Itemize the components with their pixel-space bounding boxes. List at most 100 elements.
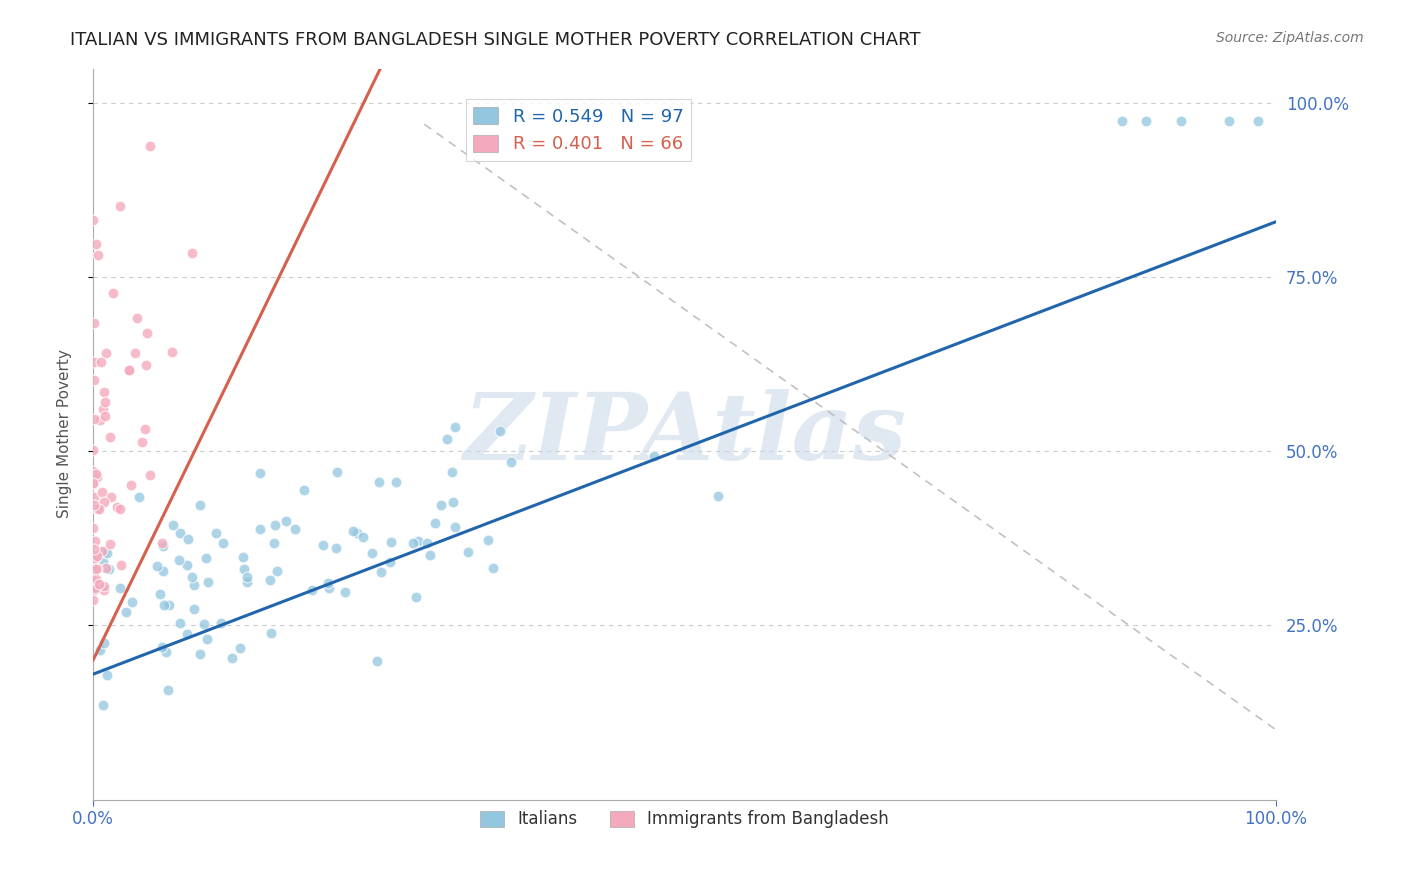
Point xyxy=(169,525,191,540)
Point xyxy=(318,575,340,590)
Point xyxy=(110,558,132,572)
Point xyxy=(160,344,183,359)
Point xyxy=(150,536,173,550)
Point xyxy=(325,541,347,555)
Point xyxy=(430,498,453,512)
Point xyxy=(108,581,131,595)
Point xyxy=(131,435,153,450)
Point xyxy=(89,413,111,427)
Point xyxy=(259,573,281,587)
Y-axis label: Single Mother Poverty: Single Mother Poverty xyxy=(58,350,72,518)
Point xyxy=(135,359,157,373)
Point xyxy=(156,682,179,697)
Point xyxy=(707,489,730,503)
Point xyxy=(177,532,200,546)
Point xyxy=(284,523,307,537)
Point xyxy=(233,562,256,576)
Point xyxy=(212,535,235,549)
Point xyxy=(84,533,107,548)
Point xyxy=(86,549,108,563)
Point xyxy=(87,577,110,591)
Point xyxy=(91,484,114,499)
Point xyxy=(134,422,156,436)
Point xyxy=(183,602,205,616)
Point xyxy=(83,355,105,369)
Point xyxy=(118,363,141,377)
Point xyxy=(128,490,150,504)
Point xyxy=(232,549,254,564)
Point xyxy=(82,477,104,491)
Point xyxy=(457,544,479,558)
Point xyxy=(197,574,219,589)
Point xyxy=(188,499,211,513)
Point xyxy=(416,536,439,550)
Point xyxy=(94,409,117,423)
Point xyxy=(86,248,108,262)
Point xyxy=(108,199,131,213)
Point xyxy=(82,475,104,490)
Point xyxy=(1247,113,1270,128)
Point xyxy=(419,548,441,562)
Point xyxy=(193,616,215,631)
Point xyxy=(444,420,467,434)
Point xyxy=(82,464,104,478)
Point xyxy=(366,654,388,668)
Point xyxy=(260,626,283,640)
Point xyxy=(301,582,323,597)
Point xyxy=(153,598,176,612)
Point xyxy=(82,213,104,227)
Point xyxy=(91,554,114,568)
Point xyxy=(98,430,121,444)
Point xyxy=(115,605,138,619)
Point xyxy=(149,587,172,601)
Point xyxy=(93,579,115,593)
Text: Source: ZipAtlas.com: Source: ZipAtlas.com xyxy=(1216,31,1364,45)
Point xyxy=(94,395,117,409)
Point xyxy=(152,539,174,553)
Point xyxy=(82,442,104,457)
Point xyxy=(188,647,211,661)
Point xyxy=(139,468,162,483)
Point xyxy=(135,326,157,340)
Point xyxy=(105,500,128,514)
Point xyxy=(335,584,357,599)
Point xyxy=(87,502,110,516)
Point xyxy=(121,478,143,492)
Point xyxy=(194,551,217,566)
Point xyxy=(1170,113,1192,128)
Point xyxy=(249,522,271,536)
Point xyxy=(93,545,115,559)
Point xyxy=(488,424,510,438)
Point xyxy=(96,546,118,560)
Point xyxy=(91,543,114,558)
Point xyxy=(86,560,108,574)
Point xyxy=(150,640,173,654)
Point xyxy=(346,525,368,540)
Point xyxy=(89,643,111,657)
Point xyxy=(91,698,114,712)
Point xyxy=(229,640,252,655)
Point xyxy=(263,536,285,550)
Point xyxy=(98,537,121,551)
Point xyxy=(221,651,243,665)
Point xyxy=(83,499,105,513)
Point xyxy=(121,595,143,609)
Point xyxy=(83,373,105,387)
Point xyxy=(152,564,174,578)
Legend: Italians, Immigrants from Bangladesh: Italians, Immigrants from Bangladesh xyxy=(474,804,896,835)
Point xyxy=(93,494,115,508)
Point xyxy=(84,551,107,566)
Point xyxy=(84,236,107,251)
Point xyxy=(352,530,374,544)
Point xyxy=(436,432,458,446)
Point xyxy=(124,346,146,360)
Point xyxy=(499,455,522,469)
Point xyxy=(326,466,349,480)
Point xyxy=(402,536,425,550)
Point xyxy=(481,561,503,575)
Point xyxy=(82,593,104,607)
Point xyxy=(86,467,108,482)
Point xyxy=(145,559,167,574)
Point xyxy=(83,582,105,597)
Point xyxy=(110,501,132,516)
